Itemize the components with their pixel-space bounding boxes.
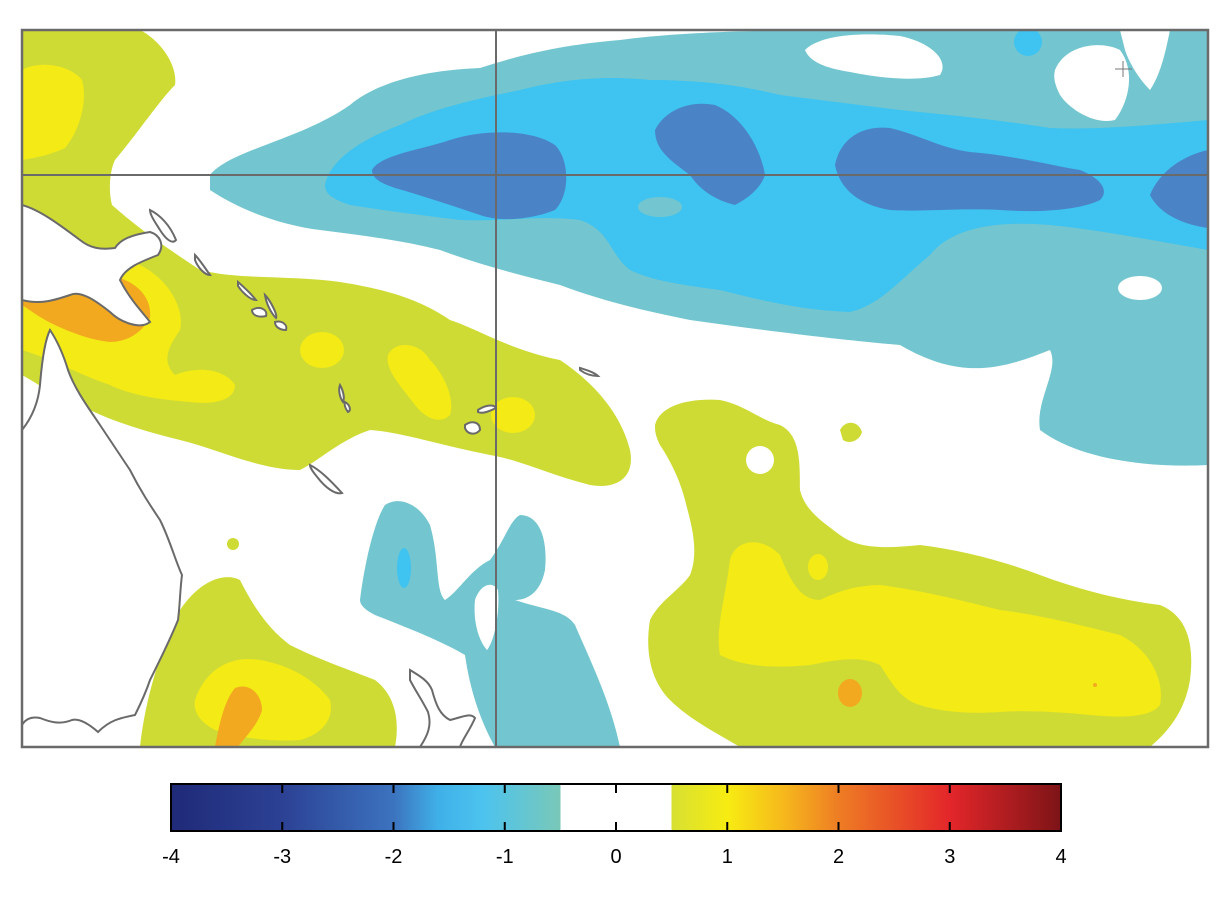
neutral-hole-2	[1120, 30, 1170, 90]
colorbar-tick-label: -1	[496, 846, 514, 868]
neutral-gap-south	[474, 584, 499, 650]
colorbar-ticks	[281, 784, 951, 831]
coastline-new-guinea	[22, 203, 163, 327]
colorbar-tick-label: -2	[385, 846, 403, 868]
coastline-solomon-3	[250, 306, 268, 318]
colorbar-tick-label: 2	[833, 846, 844, 868]
neutral-hole-3	[1118, 276, 1162, 300]
coastline-australia	[22, 328, 184, 747]
colorbar-border	[170, 783, 1062, 832]
colorbar-tick-label: 1	[722, 846, 733, 868]
negative-contour-3b	[655, 103, 765, 205]
map-field	[22, 30, 1208, 747]
coastline-solomon-5	[273, 320, 288, 332]
negative-spot-south	[397, 548, 411, 588]
positive-spot-2	[387, 344, 452, 420]
positive-contour-se-2	[718, 542, 1161, 717]
coastline-new-britain	[148, 208, 178, 243]
colorbar-tick-label: 4	[1055, 846, 1066, 868]
negative-spot	[1014, 30, 1042, 56]
neutral-hole-4	[805, 34, 943, 79]
coastline-samoa	[579, 366, 601, 378]
colorbar-tick-label: 3	[944, 846, 955, 868]
coastline-solomon-4	[263, 292, 278, 320]
positive-spot-3	[491, 397, 535, 433]
negative-contour-2	[325, 78, 1208, 312]
positive-spot-4	[227, 538, 239, 550]
neutral-hole-5	[746, 446, 774, 474]
coastline-solomon-2	[237, 279, 259, 302]
positive-spot-1	[300, 332, 344, 368]
positive-contour-sw-3	[215, 686, 262, 747]
colorbar-tick-label: 0	[610, 846, 621, 868]
colorbar-tick-label: -3	[273, 846, 291, 868]
positive-spot-5	[808, 554, 828, 580]
coastline-new-caledonia	[308, 463, 344, 495]
coastline-vanuatu	[338, 382, 351, 414]
map-frame	[20, 28, 1210, 749]
neutral-hole-1	[1054, 45, 1130, 121]
positive-contour-west-1	[22, 30, 631, 486]
colorbar-tick-label: -4	[162, 846, 180, 868]
positive-islet	[840, 422, 862, 443]
coastline-new-zealand	[409, 668, 477, 747]
negative-contour-3c	[835, 127, 1104, 212]
colorbar-tick-labels: -4 -3 -2 -1 0 1 2 3 4	[162, 846, 1066, 868]
coastline-solomon-1	[194, 252, 212, 277]
positive-spot-6	[838, 679, 862, 707]
negative-patch	[638, 197, 682, 217]
positive-speck	[1093, 683, 1097, 687]
crosshair-icon	[1115, 61, 1132, 77]
coastlines	[22, 203, 601, 747]
positive-contour-west-2	[22, 64, 85, 160]
colorbar: -4 -3 -2 -1 0 1 2 3 4	[162, 783, 1067, 868]
negative-contour-3d	[1150, 150, 1208, 228]
